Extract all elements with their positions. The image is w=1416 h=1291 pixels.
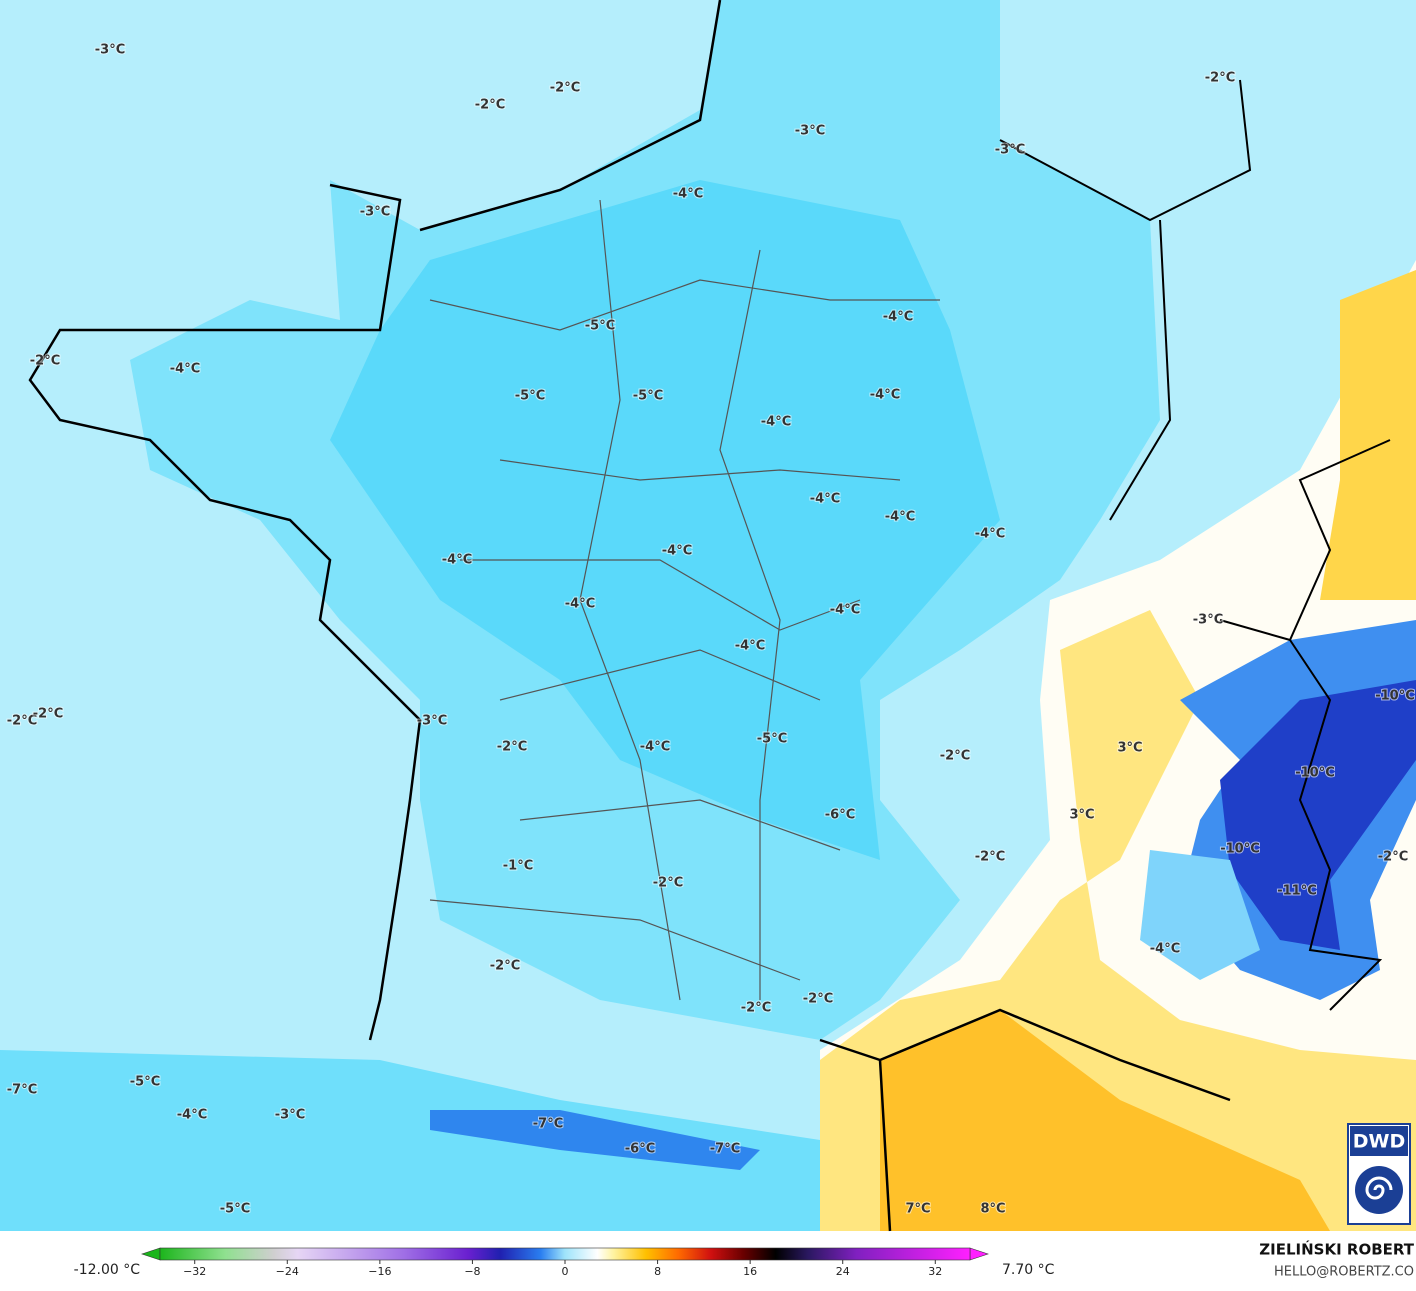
temp-label: -10°C (1375, 689, 1415, 704)
temp-label: -3°C (360, 205, 390, 220)
colorbar-tick-label: −24 (276, 1265, 299, 1278)
max-label: 7.70 °C (1002, 1262, 1055, 1278)
temperature-labels: -3°C-2°C-2°C-3°C-3°C-2°C-4°C-3°C-5°C-4°C… (6, 42, 1416, 1218)
temp-label: -4°C (170, 362, 200, 377)
temp-label: -5°C (515, 389, 545, 404)
temp-label: -2°C (490, 959, 520, 974)
colorbar: −32 −24 −16 −8 0 8 16 24 32 (141, 1247, 989, 1278)
temp-label: -4°C (761, 415, 791, 430)
colorbar-tick-label: −32 (183, 1265, 206, 1278)
colorbar-left-cap (141, 1247, 161, 1261)
temp-label: -3°C (417, 714, 447, 729)
temp-label: -7°C (710, 1142, 740, 1157)
temp-label: -4°C (735, 639, 765, 654)
temp-label: -3°C (1193, 613, 1223, 628)
temp-label: -2°C (975, 850, 1005, 865)
temp-label: -10°C (1220, 842, 1260, 857)
logo-text: DWD (1353, 1131, 1406, 1153)
temp-label: -5°C (633, 389, 663, 404)
temp-label: -3°C (795, 124, 825, 139)
temp-label: -4°C (673, 187, 703, 202)
temp-label: 3°C (1117, 741, 1142, 756)
temp-label: -2°C (33, 707, 63, 722)
temp-label: -2°C (940, 749, 970, 764)
temp-label: -4°C (640, 740, 670, 755)
temp-label: -5°C (757, 732, 787, 747)
temp-label: -2°C (30, 354, 60, 369)
temp-label: -2°C (497, 740, 527, 755)
colorbar-tick-label: 32 (928, 1265, 942, 1278)
colorbar-tick-label: 24 (836, 1265, 850, 1278)
colorbar-tick-label: 0 (562, 1265, 569, 1278)
temp-label: -2°C (803, 992, 833, 1007)
temp-label: -1°C (503, 859, 533, 874)
temp-label: -3°C (95, 43, 125, 58)
temp-label: -10°C (1295, 766, 1335, 781)
temp-label: -2°C (1378, 850, 1408, 865)
temp-label: -2°C (1205, 71, 1235, 86)
map-background (0, 0, 1416, 1232)
colorbar-tick-label: 16 (743, 1265, 757, 1278)
temp-label: -7°C (533, 1117, 563, 1132)
temp-label: 3°C (1069, 808, 1094, 823)
temp-label: -4°C (870, 388, 900, 403)
temp-label: -3°C (275, 1108, 305, 1123)
temp-label: -4°C (830, 603, 860, 618)
temp-label: -4°C (565, 597, 595, 612)
temp-label: -4°C (975, 527, 1005, 542)
temp-label: -11°C (1277, 884, 1317, 899)
colorbar-tick-label: −16 (368, 1265, 391, 1278)
dwd-logo: DWD (1347, 1123, 1411, 1225)
temp-label: -7°C (7, 1083, 37, 1098)
email: HELLO@ROBERTZ.CO (1274, 1265, 1414, 1280)
author: ZIELIŃSKI ROBERT (1259, 1240, 1414, 1259)
temp-label: -4°C (883, 310, 913, 325)
temp-label: -6°C (625, 1142, 655, 1157)
colorbar-right-cap (969, 1247, 989, 1261)
temp-label: -5°C (130, 1075, 160, 1090)
colorbar-tick-label: 8 (654, 1265, 661, 1278)
temp-label: -3°C (995, 143, 1025, 158)
temp-label: -6°C (825, 808, 855, 823)
temp-label: -4°C (1150, 942, 1180, 957)
temp-label: 8°C (980, 1202, 1005, 1217)
min-label: -12.00 °C (74, 1262, 141, 1278)
temp-label: -2°C (653, 876, 683, 891)
temp-label: -5°C (585, 319, 615, 334)
temp-label: -4°C (177, 1108, 207, 1123)
colorbar-body (159, 1247, 971, 1261)
temp-label: -4°C (442, 553, 472, 568)
temp-label: -4°C (810, 492, 840, 507)
temp-label: -5°C (220, 1202, 250, 1217)
temp-label: -2°C (475, 98, 505, 113)
colorbar-tick-label: −8 (464, 1265, 480, 1278)
temp-label: 7°C (905, 1202, 930, 1217)
temp-label: -4°C (662, 544, 692, 559)
temp-label: -2°C (7, 714, 37, 729)
temp-label: -2°C (741, 1001, 771, 1016)
temp-label: -2°C (550, 81, 580, 96)
temp-label: -4°C (885, 510, 915, 525)
